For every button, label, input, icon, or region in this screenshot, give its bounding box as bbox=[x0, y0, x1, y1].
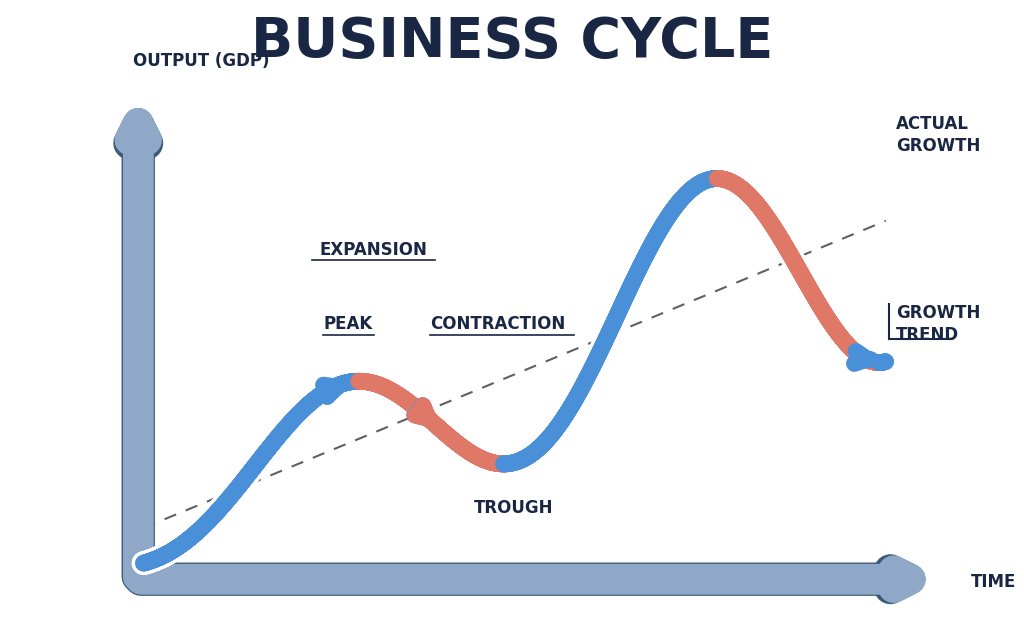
Text: TIME: TIME bbox=[971, 573, 1016, 591]
Text: EXPANSION: EXPANSION bbox=[319, 241, 428, 259]
Text: PEAK: PEAK bbox=[324, 316, 373, 333]
Text: ACTUAL
GROWTH: ACTUAL GROWTH bbox=[896, 115, 980, 156]
Text: CONTRACTION: CONTRACTION bbox=[430, 316, 565, 333]
Text: GROWTH
TREND: GROWTH TREND bbox=[896, 304, 980, 344]
Text: TROUGH: TROUGH bbox=[474, 499, 553, 517]
Text: OUTPUT (GDP): OUTPUT (GDP) bbox=[133, 52, 269, 70]
Text: BUSINESS CYCLE: BUSINESS CYCLE bbox=[251, 15, 773, 68]
